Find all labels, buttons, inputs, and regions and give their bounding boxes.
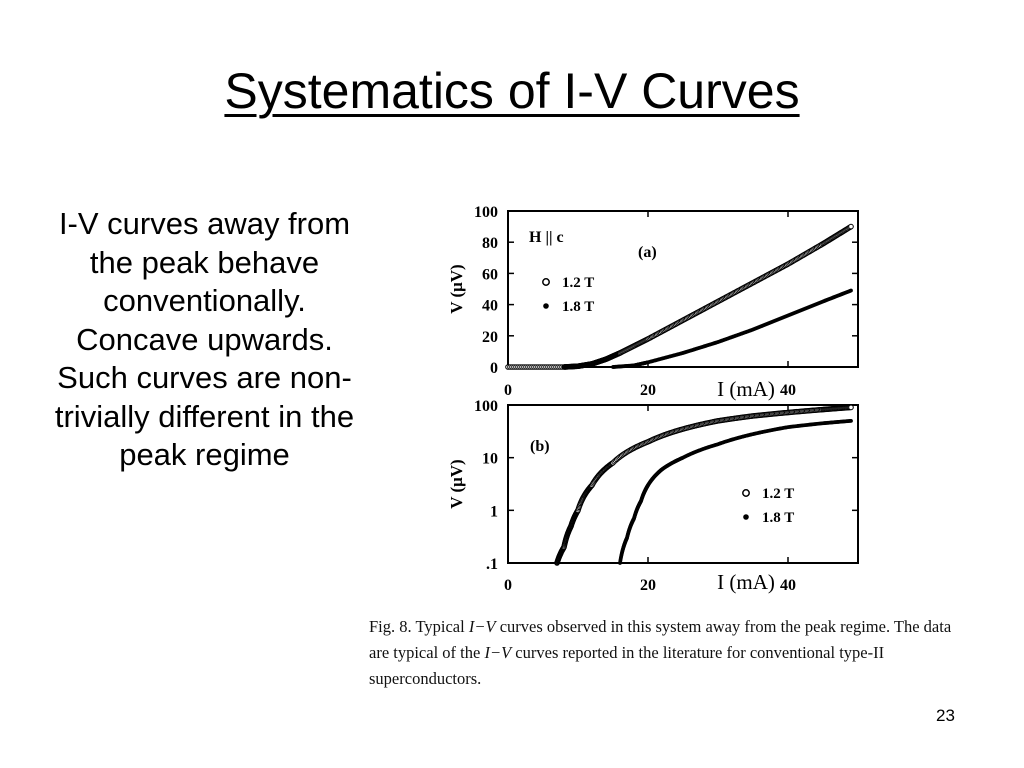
field-annotation: H || c (529, 229, 564, 246)
y-tick-label: 20 (482, 329, 498, 346)
slide-body-text: I-V curves away from the peak behave con… (54, 206, 355, 472)
y-tick-label: 60 (482, 266, 498, 283)
x-tick-label: 40 (780, 577, 796, 594)
y-tick-label: 0 (490, 360, 498, 377)
data-point-1-8t (849, 288, 853, 293)
legend-label: 1.2 T (762, 486, 794, 502)
data-point-1-8t (849, 418, 853, 423)
legend-label: 1.8 T (562, 299, 594, 315)
caption-iv-1: I−V (468, 617, 496, 636)
legend-marker-filled (743, 514, 749, 520)
legend-marker-filled (543, 303, 549, 309)
caption-prefix: Fig. 8. Typical (369, 617, 469, 636)
legend-label: 1.8 T (762, 510, 794, 526)
x-tick-label: 40 (780, 382, 796, 399)
data-point-1-2t (848, 223, 854, 230)
legend-marker-open (742, 489, 750, 497)
y-tick-label: 1 (490, 503, 498, 520)
panel-label: (b) (530, 438, 550, 455)
caption-iv-2: I−V (484, 643, 512, 662)
plot-frame-b (507, 404, 859, 564)
x-axis-label: I (mA) (717, 570, 775, 594)
x-tick-label: 0 (504, 577, 512, 594)
y-tick-label: .1 (486, 556, 498, 573)
y-tick-label: 10 (482, 451, 498, 468)
legend-marker-open (542, 278, 550, 286)
y-tick-label: 40 (482, 298, 498, 315)
plot-frame-a (507, 210, 859, 368)
x-axis-label: I (mA) (717, 377, 775, 401)
caption-middle: curves observed in this system away from… (369, 617, 952, 662)
y-axis-label: V (μV) (447, 459, 466, 508)
slide-title: Systematics of I-V Curves (224, 63, 800, 119)
y-tick-label: 80 (482, 235, 498, 252)
figure-caption: Fig. 8. Typical I−V curves observed in t… (369, 614, 954, 692)
x-tick-label: 20 (640, 577, 656, 594)
y-axis-label: V (μV) (447, 264, 466, 313)
data-point-1-2t (848, 404, 854, 411)
y-tick-label: 100 (474, 204, 498, 221)
y-tick-label: 100 (474, 398, 498, 415)
iv-curves-figure: 0 20 40 0 20 40 60 80 100 I (mA) V (μV) (a) H || c 1.… (440, 195, 890, 605)
page-number: 23 (936, 706, 955, 725)
caption-suffix: curves reported in the literature for co… (369, 643, 885, 688)
panel-label: (a) (638, 244, 657, 261)
legend-label: 1.2 T (562, 275, 594, 291)
x-tick-label: 0 (504, 382, 512, 399)
x-tick-label: 20 (640, 382, 656, 399)
